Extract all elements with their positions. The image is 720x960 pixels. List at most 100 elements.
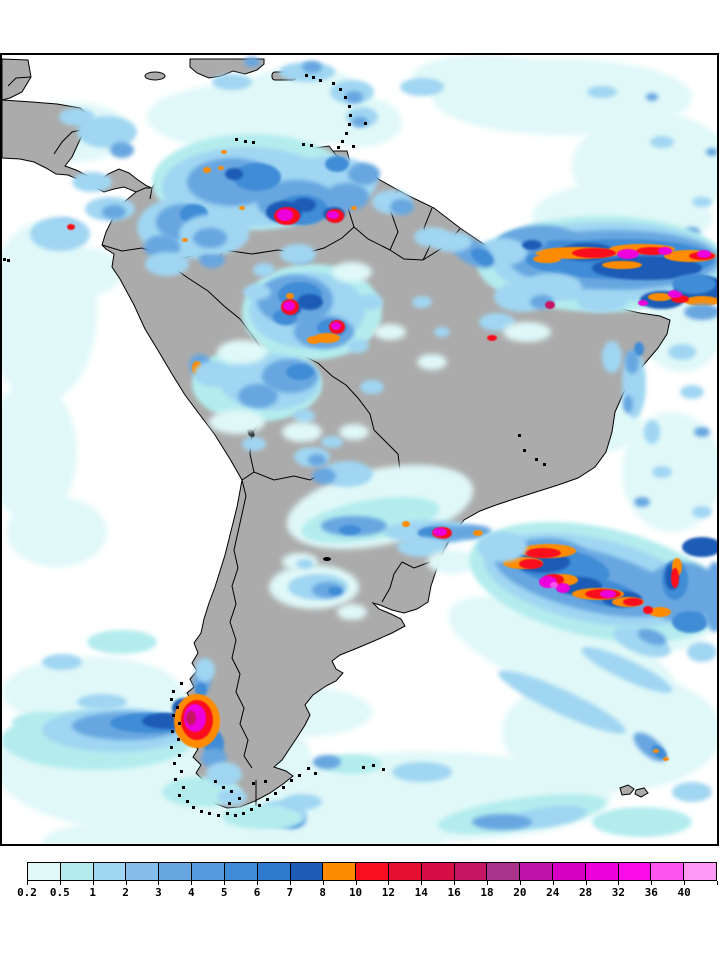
colorbar-cell [126,863,160,880]
colorbar-tick [388,881,390,885]
precip-blob [623,598,643,606]
precip-blob [663,757,669,761]
colorbar-tick [322,881,324,885]
island-speckle [170,746,173,749]
island-speckle [314,772,317,775]
precip-blob [617,249,639,259]
precip-blob [296,559,314,569]
map-svg [2,55,717,844]
island-speckle [348,105,351,108]
precip-blob [277,209,293,221]
colorbar-cell [618,863,652,880]
precip-blob [703,562,717,632]
island-speckle [266,798,269,801]
precip-blob [77,694,127,710]
island-speckle [171,730,174,733]
precip-blob [706,148,717,156]
island-speckle [319,79,322,82]
precip-blob [658,247,672,255]
precip-blob [684,296,717,306]
island-speckle [349,114,352,117]
precip-blob [400,78,444,96]
precip-blob [339,525,361,535]
colorbar-cell [553,863,586,880]
precip-blob [471,248,493,266]
island-speckle [244,140,247,143]
precip-blob [282,422,322,442]
island-speckle [298,774,301,777]
island-speckle [242,812,245,815]
island-speckle [305,74,308,77]
precip-blob [402,521,410,527]
island-speckle [302,143,305,146]
precip-blob [587,86,617,98]
precip-blob [477,532,527,562]
precip-blob [348,163,380,185]
precip-blob [102,205,126,219]
precip-blob [412,296,432,308]
colorbar-label: 5 [220,886,228,899]
precip-blob [42,654,82,670]
precip-blob [680,385,704,399]
precip-blob [687,642,717,662]
precip-layer-detail [2,57,717,837]
precip-blob [600,590,616,598]
precip-blob [547,280,577,294]
island-speckle [332,82,335,85]
fjord-islands-speckles [3,74,546,817]
precip-blob [652,466,672,478]
precip-blob [233,163,281,191]
colorbar-label: 16 [447,886,461,899]
colorbar-scale [27,862,717,881]
island-speckle [178,722,181,725]
precip-blob [602,341,622,373]
precip-blob [347,339,369,353]
precip-blob [195,683,207,697]
colorbar-cell [257,863,291,880]
precip-blob [672,611,708,633]
colorbar-label: 20 [513,886,527,899]
precip-blob [545,301,555,309]
colorbar-tick [224,881,226,885]
precip-blob [487,335,497,341]
island-speckle [352,145,355,148]
island-speckle [177,738,180,741]
precip-blob [577,292,627,312]
precip-blob [307,336,321,344]
precip-blob [313,755,341,769]
island-speckle [217,814,220,817]
precip-blob [417,354,447,370]
precip-blob [286,364,314,380]
precip-blob [321,461,373,487]
precip-blob [472,814,532,830]
colorbar-label: 18 [480,886,494,899]
precip-blob [397,537,447,557]
precip-blob [556,583,570,593]
precip-blob [694,427,710,437]
island-speckle [250,808,253,811]
precip-blob [195,658,215,682]
island-speckle [523,449,526,452]
precip-blob [77,116,137,148]
precip-blob [325,183,369,211]
precip-blob [648,293,672,301]
precip-blob [533,255,561,263]
colorbar-label: 6 [253,886,261,899]
island-speckle [535,458,538,461]
island-speckle [310,144,313,147]
precip-blob [697,250,711,258]
island-speckle [274,792,277,795]
colorbar-label: 14 [414,886,428,899]
precip-blob [360,380,384,394]
precip-blob [193,228,227,248]
precip-blob [638,300,648,306]
colorbar-cell [60,863,94,880]
precip-blob [479,313,515,331]
precip-blob [30,217,90,251]
island-speckle [170,698,173,701]
precip-blob [239,206,245,210]
colorbar-tick [585,881,587,885]
precip-blob [623,395,633,413]
island-speckle [348,123,351,126]
precip-blob [650,136,674,148]
